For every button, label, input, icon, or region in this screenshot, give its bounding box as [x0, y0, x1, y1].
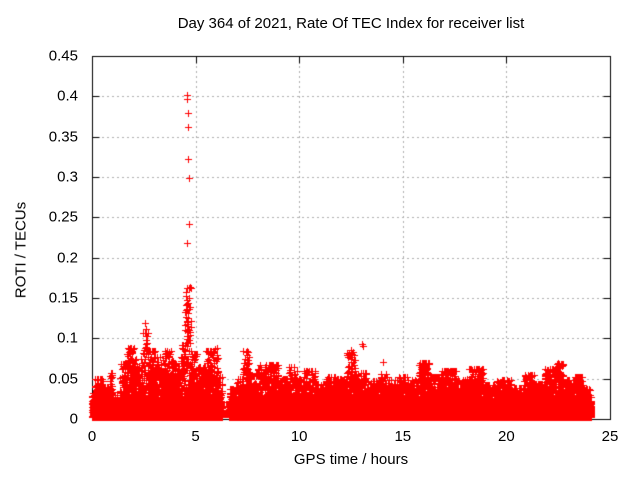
- x-tick-label: 5: [191, 428, 200, 445]
- x-axis-label: GPS time / hours: [293, 451, 409, 468]
- y-tick-label: 0.2: [57, 249, 78, 267]
- chart-title: Day 364 of 2021, Rate Of TEC Index for r…: [177, 15, 525, 32]
- y-tick-label: 0.1: [57, 329, 78, 347]
- y-tick-label: 0.45: [48, 47, 78, 65]
- x-tick-label: 15: [394, 428, 412, 445]
- y-tick-label: 0.35: [48, 128, 78, 146]
- x-tick-label: 0: [87, 428, 97, 445]
- x-tick-label: 20: [498, 428, 515, 445]
- y-tick-label: 0.4: [57, 87, 78, 105]
- x-tick-label: 10: [290, 428, 308, 445]
- y-tick-label: 0.3: [57, 168, 78, 186]
- y-tick-label: 0.25: [48, 208, 78, 226]
- y-tick-label: 0.05: [48, 370, 78, 388]
- y-tick-label: 0: [69, 410, 78, 428]
- x-tick-label: 25: [601, 428, 619, 445]
- y-tick-label: 0.15: [48, 289, 78, 307]
